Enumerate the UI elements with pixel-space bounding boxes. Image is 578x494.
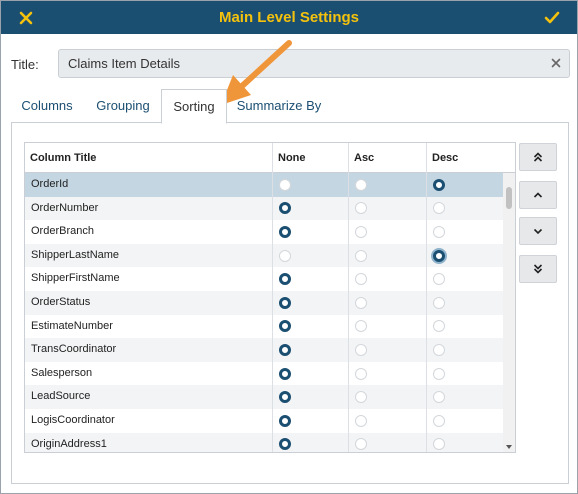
sort-desc-radio[interactable]	[433, 391, 445, 404]
table-row[interactable]: OrderStatus	[25, 291, 503, 315]
sort-asc-radio[interactable]	[355, 178, 367, 191]
column-title-cell: OrderId	[31, 178, 69, 190]
table-row[interactable]: ShipperLastName	[25, 243, 503, 268]
sort-asc-radio[interactable]	[355, 225, 367, 238]
column-title-cell: EstimateNumber	[31, 319, 113, 332]
sort-none-radio[interactable]	[279, 343, 291, 356]
sort-none-radio[interactable]	[279, 367, 291, 380]
sort-asc-radio[interactable]	[355, 273, 367, 286]
column-title-cell: ShipperFirstName	[31, 272, 120, 285]
column-title-cell: OriginAddress1	[31, 437, 107, 450]
table-row[interactable]: LeadSource	[25, 385, 503, 409]
sort-desc-radio[interactable]	[433, 438, 445, 451]
grid-header: Column Title None Asc Desc	[25, 143, 515, 173]
sort-none-radio[interactable]	[279, 438, 291, 451]
column-title-cell: LogisCoordinator	[31, 414, 115, 426]
header-asc: Asc	[354, 152, 375, 164]
sort-asc-radio[interactable]	[355, 391, 367, 404]
tab-grouping[interactable]: Grouping	[96, 98, 150, 113]
double-chevron-up-icon	[533, 152, 543, 162]
double-chevron-down-icon	[533, 264, 543, 274]
column-title-cell: ShipperLastName	[31, 248, 120, 261]
column-title-cell: TransCoordinator	[31, 343, 117, 356]
sort-desc-radio[interactable]	[433, 178, 445, 191]
move-down-button[interactable]	[519, 217, 557, 245]
column-title-cell: OrderStatus	[31, 296, 91, 308]
dialog-header: Main Level Settings	[1, 1, 577, 34]
title-field	[58, 49, 570, 78]
table-row[interactable]: OrderId	[25, 173, 503, 197]
sort-desc-radio[interactable]	[433, 202, 445, 215]
sort-asc-radio[interactable]	[355, 343, 367, 356]
column-title-cell: Salesperson	[31, 366, 93, 379]
sort-none-radio[interactable]	[279, 202, 291, 215]
dialog-title: Main Level Settings	[218, 9, 360, 26]
column-divider	[426, 143, 427, 452]
table-row[interactable]: Salesperson	[25, 362, 503, 386]
close-button[interactable]	[9, 1, 43, 34]
sort-desc-radio[interactable]	[433, 320, 445, 333]
table-row[interactable]: OrderNumber	[25, 196, 503, 221]
table-row[interactable]: TransCoordinator	[25, 338, 503, 362]
sort-none-radio[interactable]	[279, 391, 291, 404]
column-title-cell: OrderBranch	[31, 225, 94, 238]
sort-none-radio[interactable]	[279, 249, 291, 262]
grid-scrollbar[interactable]	[503, 173, 515, 452]
sort-none-radio[interactable]	[279, 273, 291, 286]
scrollbar-thumb[interactable]	[506, 187, 512, 209]
chevron-down-icon	[533, 228, 543, 235]
column-title-cell: LeadSource	[31, 390, 91, 403]
header-none: None	[278, 152, 306, 164]
title-label: Title:	[11, 57, 39, 72]
sort-desc-radio[interactable]	[433, 343, 445, 356]
sort-desc-radio[interactable]	[433, 296, 445, 309]
header-desc: Desc	[432, 152, 459, 164]
sort-desc-radio[interactable]	[433, 225, 445, 238]
sort-none-radio[interactable]	[279, 178, 291, 191]
sort-asc-radio[interactable]	[355, 367, 367, 380]
column-divider	[272, 143, 273, 452]
scroll-down-icon[interactable]	[506, 445, 512, 449]
sort-none-radio[interactable]	[279, 296, 291, 309]
table-row[interactable]: OrderBranch	[25, 220, 503, 244]
column-title-cell: OrderNumber	[31, 201, 99, 214]
table-row[interactable]: EstimateNumber	[25, 315, 503, 339]
column-divider	[348, 143, 349, 452]
move-bottom-button[interactable]	[519, 255, 557, 283]
sort-desc-radio[interactable]	[433, 273, 445, 286]
table-row[interactable]: OriginAddress1	[25, 432, 503, 452]
table-row[interactable]: ShipperFirstName	[25, 267, 503, 291]
close-icon	[19, 11, 33, 24]
sort-desc-radio[interactable]	[433, 367, 445, 380]
sort-asc-radio[interactable]	[355, 414, 367, 427]
table-row[interactable]: LogisCoordinator	[25, 409, 503, 433]
sort-desc-radio[interactable]	[433, 249, 445, 262]
sort-asc-radio[interactable]	[355, 320, 367, 333]
sort-none-radio[interactable]	[279, 320, 291, 333]
tab-columns[interactable]: Columns	[21, 98, 73, 113]
chevron-up-icon	[533, 192, 543, 198]
tab-bar: Columns Grouping Sorting Summarize By	[11, 89, 569, 124]
checkmark-icon	[544, 11, 560, 23]
sort-none-radio[interactable]	[279, 225, 291, 238]
tab-sorting[interactable]: Sorting	[161, 89, 227, 124]
sort-asc-radio[interactable]	[355, 296, 367, 309]
sort-desc-radio[interactable]	[433, 414, 445, 427]
sort-grid: Column Title None Asc Desc OrderId OrderN…	[24, 142, 516, 453]
header-column-title: Column Title	[30, 152, 97, 164]
title-input[interactable]	[68, 50, 538, 77]
clear-title-button[interactable]	[549, 56, 563, 70]
move-top-button[interactable]	[519, 143, 557, 171]
move-up-button[interactable]	[519, 181, 557, 209]
sort-asc-radio[interactable]	[355, 438, 367, 451]
tab-summarize-by[interactable]: Summarize By	[236, 98, 322, 113]
sort-none-radio[interactable]	[279, 414, 291, 427]
clear-icon	[551, 58, 561, 68]
confirm-button[interactable]	[535, 1, 569, 34]
sort-asc-radio[interactable]	[355, 202, 367, 215]
sort-asc-radio[interactable]	[355, 249, 367, 262]
callout-arrow-icon	[221, 40, 292, 105]
